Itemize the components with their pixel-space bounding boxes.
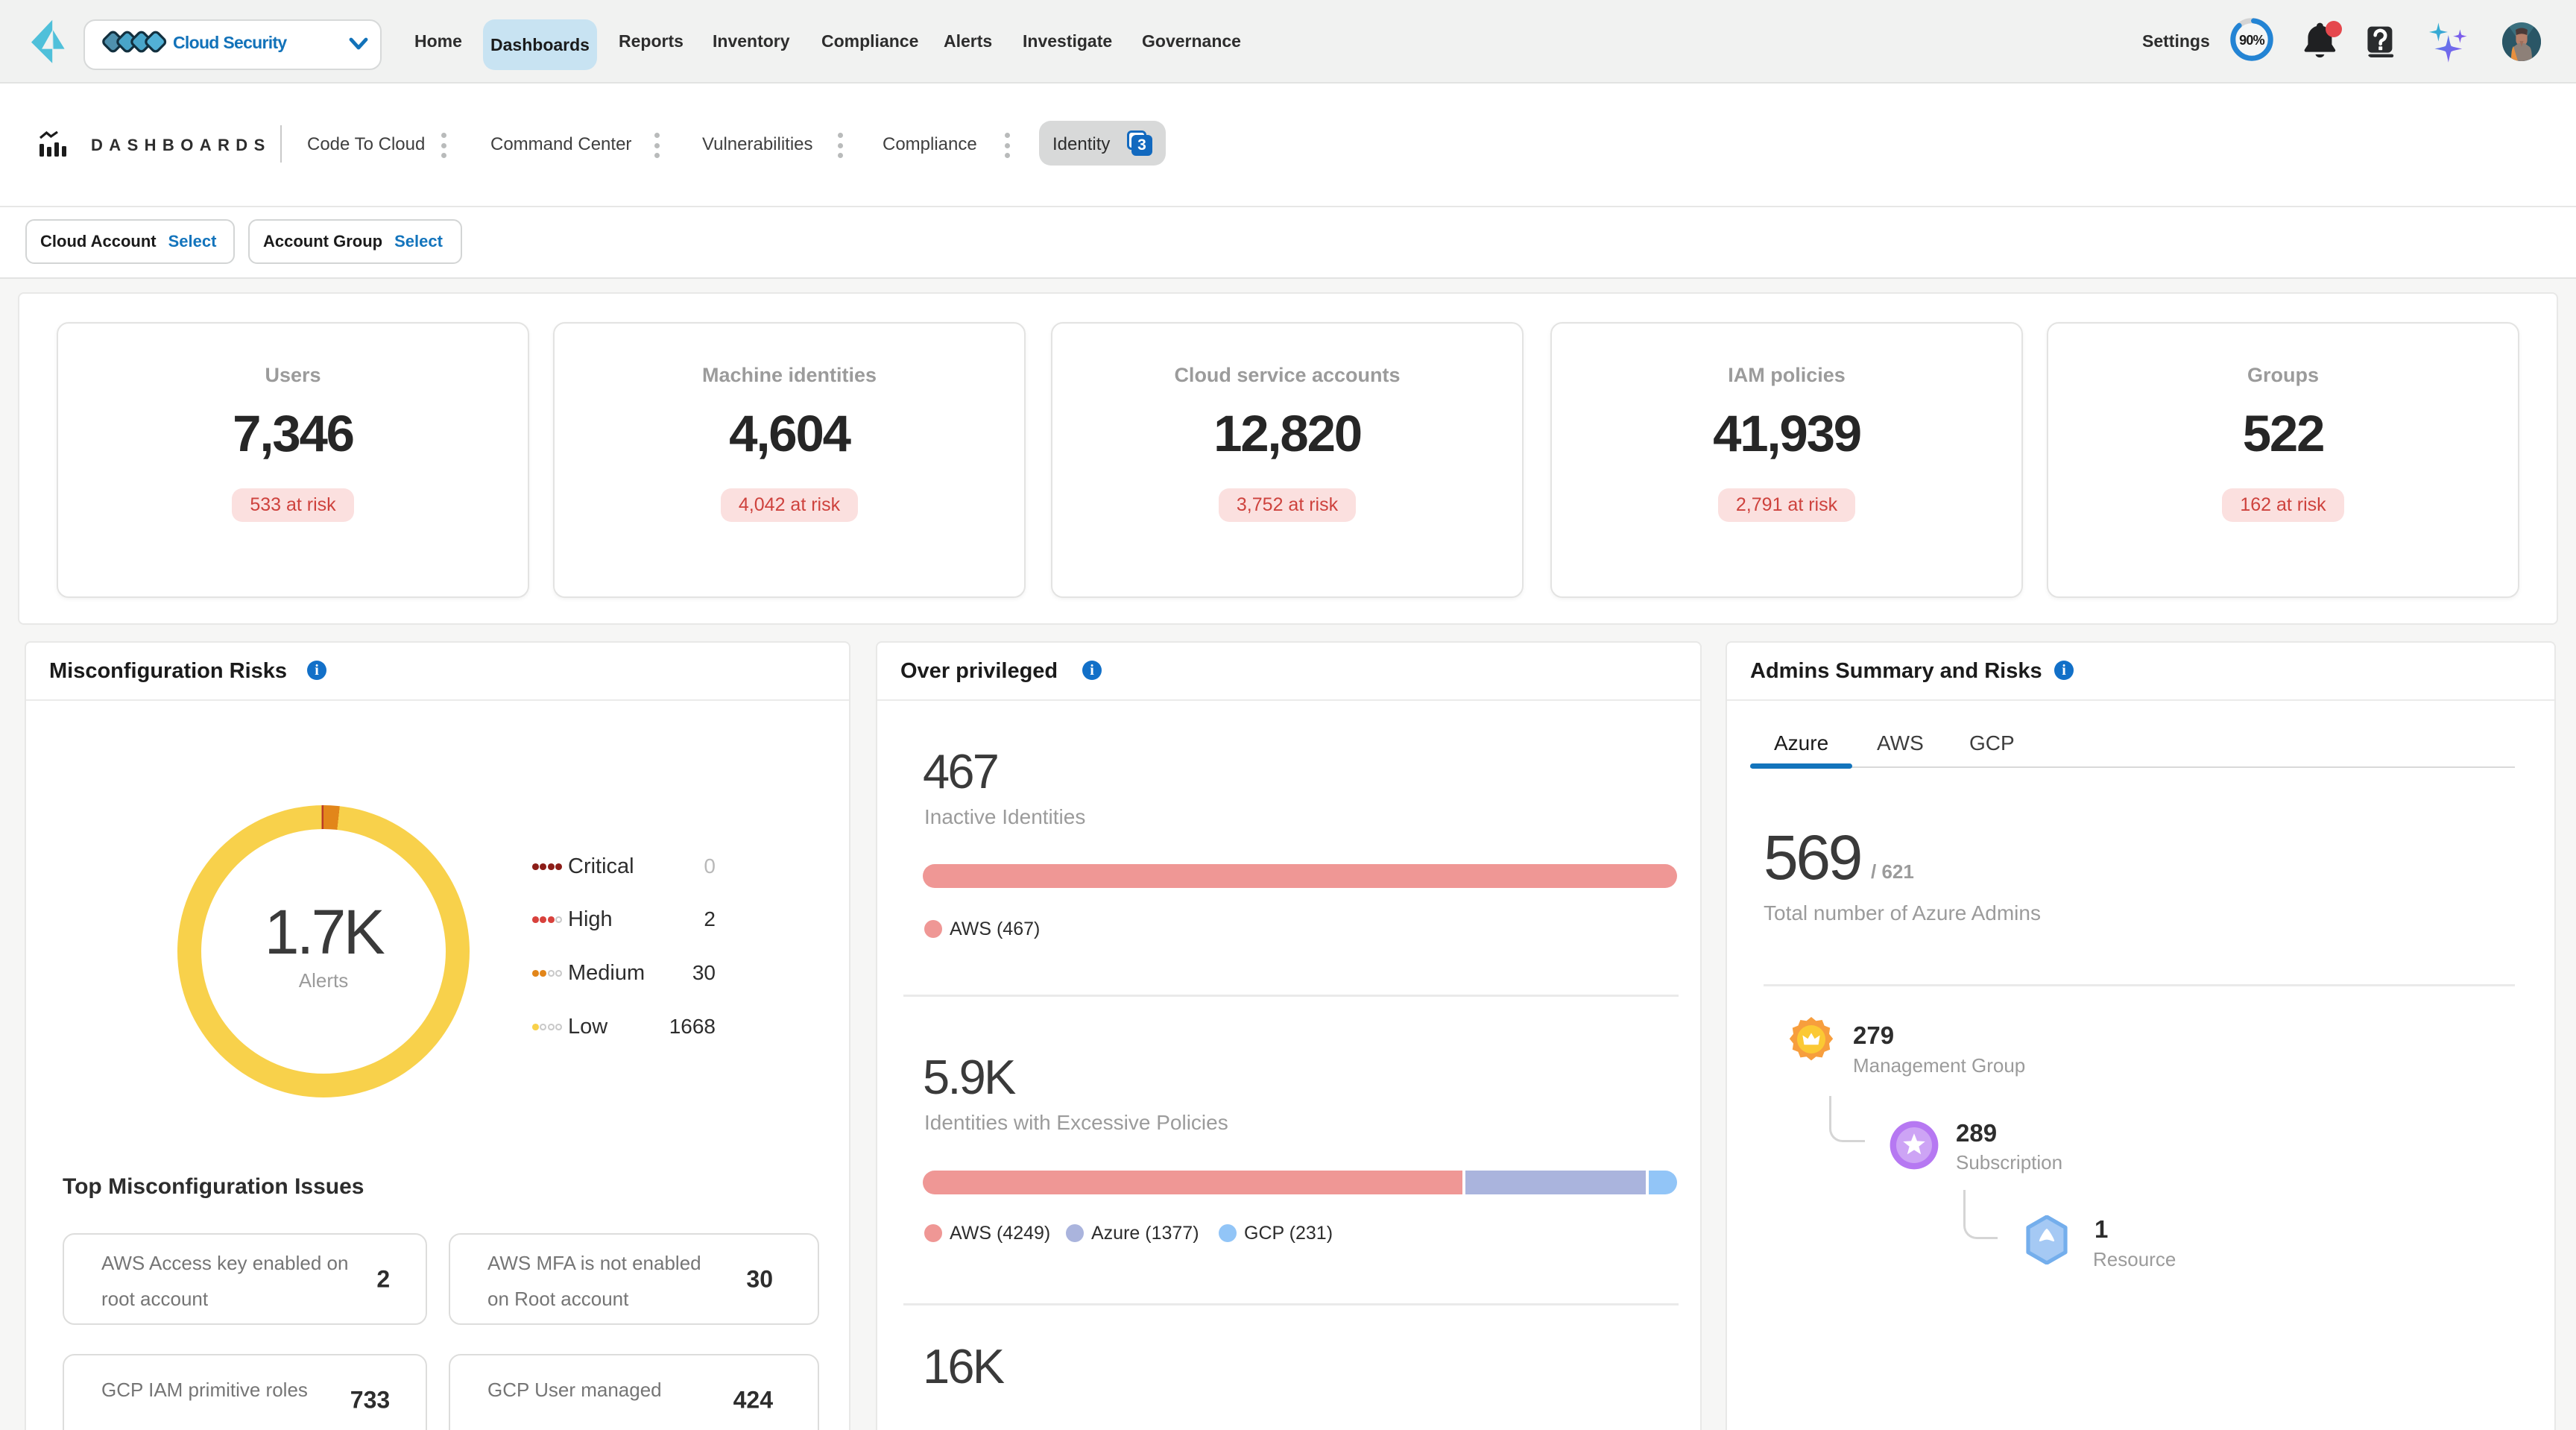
svg-text:90%: 90% [2239,33,2264,48]
